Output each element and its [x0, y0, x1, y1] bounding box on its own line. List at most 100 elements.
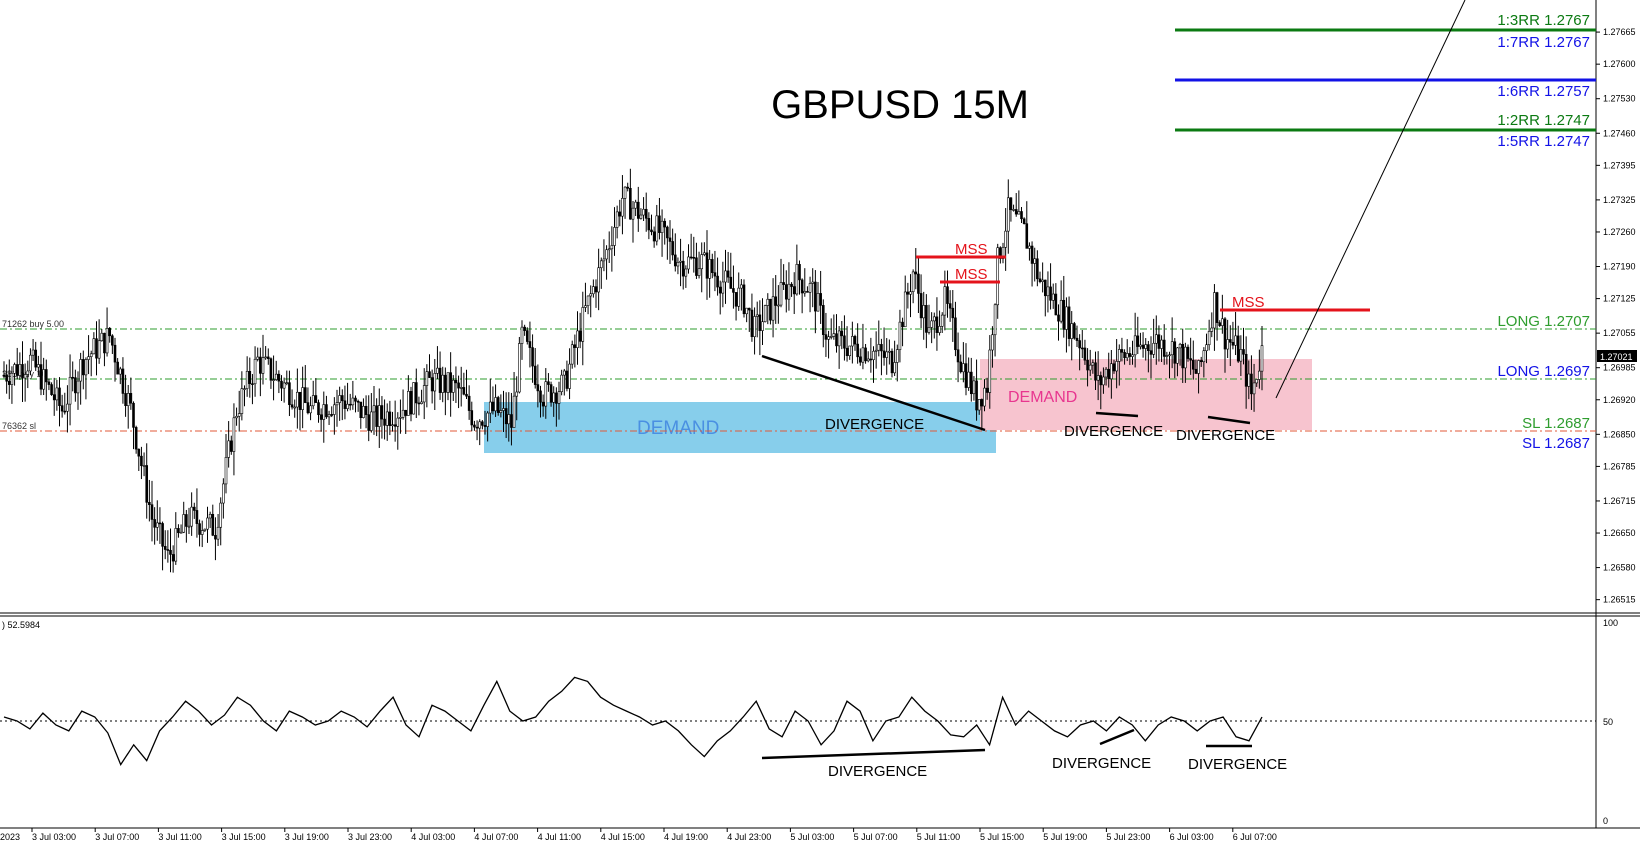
candle-body	[832, 333, 836, 337]
candle-body	[605, 249, 608, 260]
candle-body	[1157, 334, 1161, 349]
time-tick-label: 4 Jul 15:00	[601, 832, 645, 842]
candle-body	[869, 358, 873, 361]
candle-body	[1117, 349, 1121, 362]
candle-body	[163, 546, 167, 550]
candle-body	[26, 370, 30, 375]
candle-body	[232, 417, 236, 452]
candle-body	[1213, 292, 1216, 329]
candle-body	[644, 208, 648, 219]
candle-body	[195, 510, 199, 524]
candle-body	[496, 397, 500, 413]
candle-body	[436, 367, 439, 374]
candle-body	[906, 291, 910, 295]
candle-body	[623, 186, 627, 199]
candle-body	[1102, 376, 1105, 386]
candle-body	[362, 405, 365, 418]
candle-body	[1043, 279, 1047, 297]
candle-body	[420, 401, 423, 404]
candle-body	[866, 358, 870, 362]
candle-body	[853, 336, 857, 345]
candle-body	[430, 377, 434, 392]
candle-body	[15, 364, 19, 376]
candle-body	[1049, 286, 1052, 301]
candle-body	[50, 384, 53, 395]
candle-body	[391, 424, 394, 427]
candle-body	[570, 344, 574, 365]
candle-body	[795, 264, 799, 295]
price-tick-label: 1.26515	[1603, 595, 1636, 605]
candle-body	[1075, 337, 1079, 341]
candle-body	[1030, 245, 1034, 264]
candle-body	[988, 349, 992, 393]
candle-body	[269, 358, 273, 381]
candle-body	[819, 293, 822, 306]
candle-body	[81, 359, 85, 376]
candle-body	[716, 275, 719, 288]
candle-body	[586, 295, 590, 306]
candle-body	[314, 395, 318, 403]
candle-body	[499, 410, 503, 413]
candle-body	[803, 291, 807, 294]
candle-body	[166, 549, 170, 551]
candle-body	[666, 226, 669, 239]
candle-body	[311, 395, 315, 407]
candle-body	[615, 211, 619, 228]
candle-body	[1025, 223, 1029, 249]
divergence-label-price-2: DIVERGENCE	[1064, 423, 1163, 440]
price-tick-label: 1.27395	[1603, 160, 1636, 170]
candle-body	[1120, 349, 1124, 353]
candle-body	[710, 259, 714, 273]
candle-body	[814, 281, 817, 312]
candle-body	[393, 424, 397, 427]
candle-body	[555, 392, 558, 404]
sl-label-2: SL 1.2687	[1522, 435, 1590, 452]
divergence-line-price-2	[1095, 411, 1139, 418]
indicator-value-label: ) 52.5984	[2, 620, 40, 630]
candle-body	[1028, 245, 1031, 249]
candle-body	[248, 370, 252, 384]
candle-body	[145, 465, 149, 503]
candle-body	[1210, 327, 1214, 332]
candle-body	[755, 314, 759, 317]
candle-body	[414, 382, 418, 404]
candle-body	[758, 314, 762, 331]
demand-zone-blue	[484, 402, 996, 453]
candle-body	[898, 321, 902, 350]
candle-body	[592, 286, 595, 295]
candle-body	[377, 405, 381, 427]
candle-body	[515, 391, 519, 397]
candle-body	[1012, 209, 1015, 211]
candle-body	[1051, 293, 1055, 301]
candle-body	[383, 418, 386, 426]
candle-body	[89, 353, 93, 357]
time-tick-label: 5 Jul 23:00	[1106, 832, 1150, 842]
candle-body	[298, 391, 302, 410]
candle-body	[1162, 339, 1166, 357]
candle-body	[1147, 344, 1150, 351]
candle-body	[581, 307, 585, 342]
candle-body	[179, 531, 183, 534]
candle-body	[565, 370, 569, 389]
candle-body	[317, 402, 320, 416]
candle-body	[636, 201, 640, 219]
candle-body	[1226, 339, 1229, 350]
time-tick-label: 4 Jul 19:00	[664, 832, 708, 842]
candle-body	[296, 391, 299, 408]
candle-body	[1094, 362, 1097, 381]
indicator-tick-label: 0	[1603, 816, 1608, 826]
candle-body	[1173, 341, 1177, 364]
candle-body	[208, 513, 212, 519]
candle-body	[214, 535, 217, 540]
candle-body	[695, 257, 698, 276]
time-tick-label: 5 Jul 07:00	[854, 832, 898, 842]
price-tick-label: 1.27055	[1603, 328, 1636, 338]
candle-body	[568, 363, 571, 389]
candle-body	[459, 387, 463, 389]
candle-body	[996, 247, 1000, 306]
candle-body	[504, 408, 508, 425]
candle-body	[481, 421, 484, 426]
time-tick-label: 4 Jul 03:00	[411, 832, 455, 842]
candle-body	[650, 229, 653, 233]
candle-body	[893, 362, 896, 374]
